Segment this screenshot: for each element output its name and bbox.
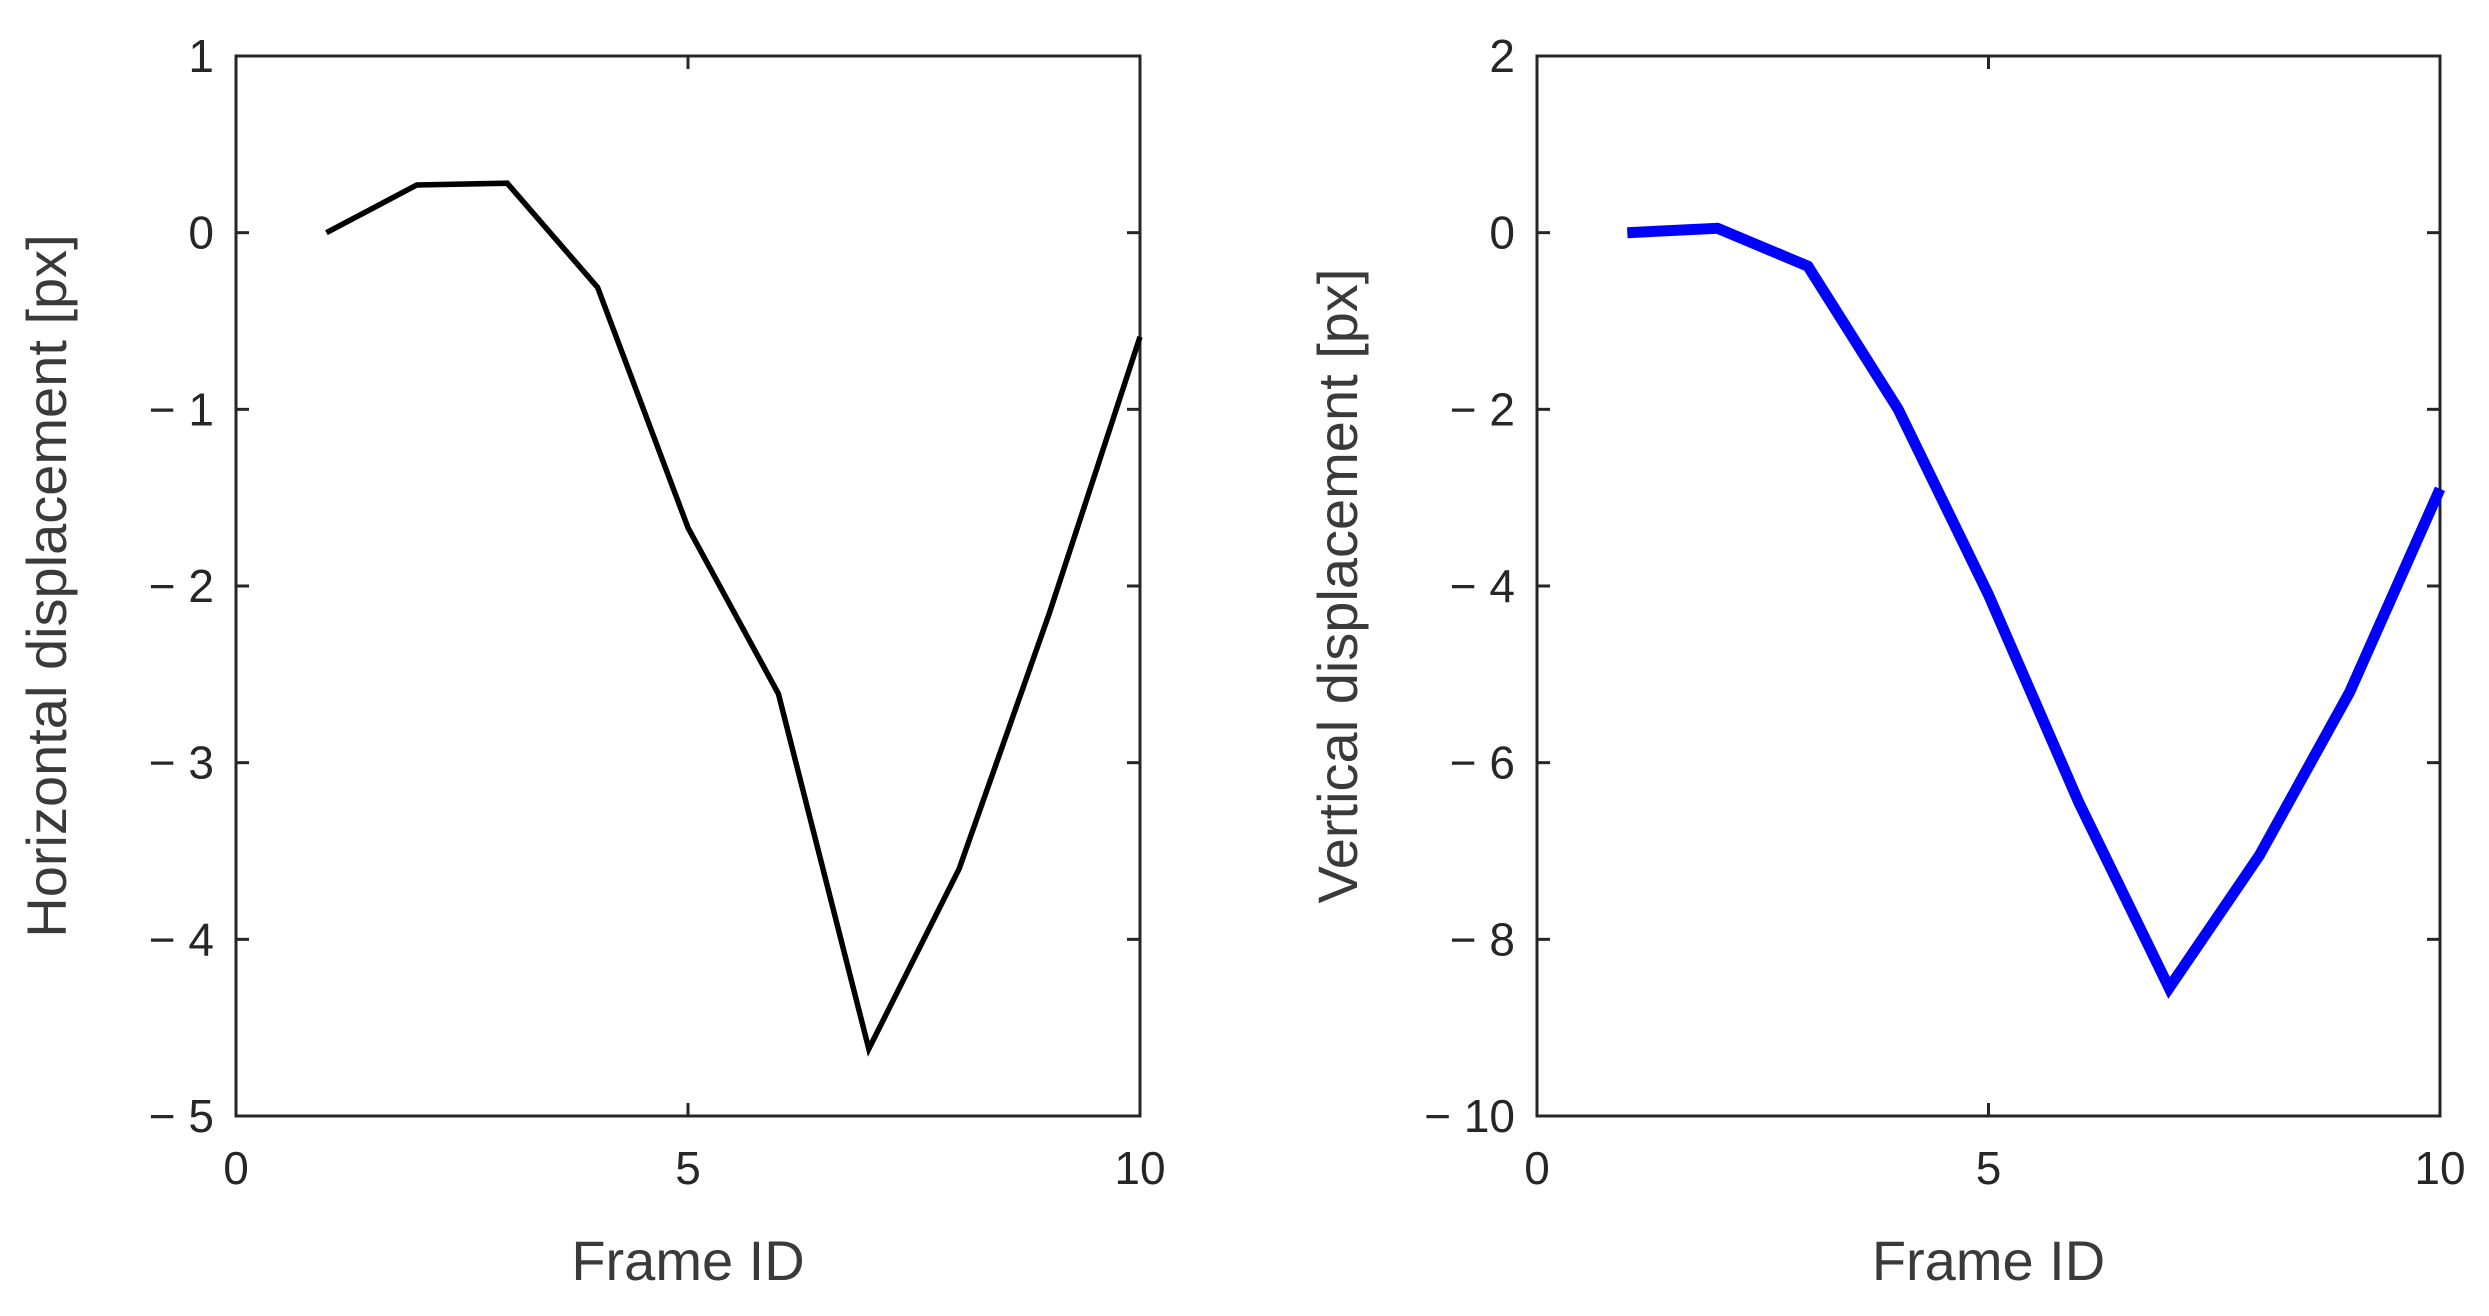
y-tick-label: 0	[188, 207, 214, 259]
y-tick-label: − 5	[149, 1090, 214, 1142]
x-axis-label: Frame ID	[1872, 1229, 2105, 1292]
y-tick-label: − 1	[149, 383, 214, 435]
y-tick-label: − 4	[1450, 560, 1515, 612]
series-line-0	[325, 180, 1143, 1057]
x-axis-label: Frame ID	[571, 1229, 804, 1292]
x-tick-label: 0	[223, 1142, 249, 1194]
y-tick-label: − 10	[1424, 1090, 1515, 1142]
x-tick-label: 5	[1976, 1142, 2002, 1194]
y-tick-label: − 8	[1450, 913, 1515, 965]
x-tick-label: 10	[2414, 1142, 2465, 1194]
x-tick-label: 0	[1524, 1142, 1550, 1194]
series-line-0	[1627, 222, 2446, 999]
y-axis-label: Vertical displacement [px]	[1306, 269, 1369, 904]
y-tick-label: − 3	[149, 737, 214, 789]
plot-area-frame	[234, 54, 1142, 1118]
y-tick-label: − 6	[1450, 737, 1515, 789]
vertical-displacement-panel: 0 5 10 2 0 − 2 − 4 − 6 − 8 − 10 Frame ID Vertical d…	[1306, 30, 2466, 1292]
y-tick-label: 2	[1489, 30, 1515, 82]
x-tick-label: 5	[675, 1142, 701, 1194]
y-tick-label: − 2	[149, 560, 214, 612]
y-tick-label: 1	[188, 30, 214, 82]
y-tick-label: − 4	[149, 913, 214, 965]
y-tick-label: − 2	[1450, 383, 1515, 435]
y-tick-label: 0	[1489, 207, 1515, 259]
x-tick-label: 10	[1114, 1142, 1165, 1194]
y-axis-label: Horizontal displacement [px]	[15, 234, 78, 937]
